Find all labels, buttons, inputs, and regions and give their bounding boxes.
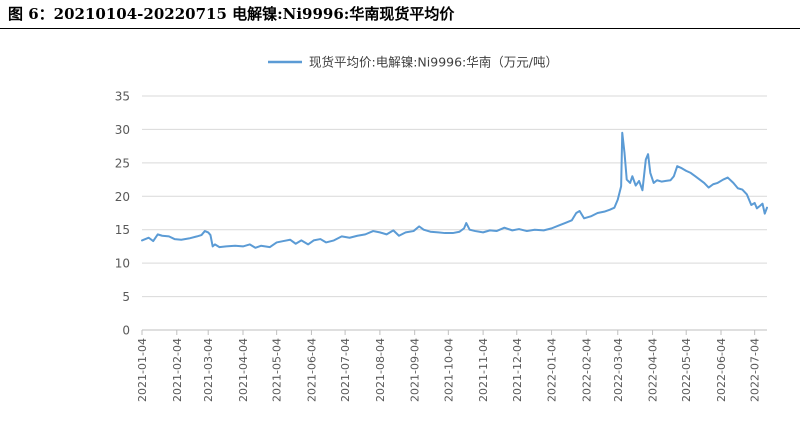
series-layer [141, 131, 768, 249]
series-line-0 [141, 131, 768, 249]
x-tick-label: 2021-03-04 [202, 338, 215, 402]
x-tick-label: 2021-04-04 [237, 338, 250, 402]
y-tick-label: 35 [115, 90, 130, 104]
legend: 现货平均价:电解镍:Ni9996:华南（万元/吨） [268, 55, 558, 70]
title-divider [0, 28, 800, 29]
x-tick-label: 2022-04-04 [647, 338, 660, 402]
x-tick-label: 2021-09-04 [409, 338, 422, 402]
x-tick-label: 2022-01-04 [546, 338, 559, 402]
x-tick-label: 2022-03-04 [612, 338, 625, 402]
x-tick-label: 2021-10-04 [442, 338, 455, 402]
x-tick-label: 2021-01-04 [136, 338, 149, 402]
x-axis: 2021-01-04 2021-02-04 2021-03-04 2021-04-04… [136, 329, 767, 402]
figure-title: 图 6：20210104-20220715 电解镍:Ni9996:华南现货平均价 [8, 5, 455, 23]
y-tick-label: 0 [122, 324, 130, 338]
x-tick-label: 2022-05-04 [680, 338, 693, 402]
x-tick-label: 2022-06-04 [715, 338, 728, 402]
y-tick-label: 15 [115, 223, 130, 237]
x-tick-label: 2021-08-04 [374, 338, 387, 402]
x-tick-label: 2021-11-04 [477, 338, 490, 402]
x-tick-label: 2021-02-04 [171, 338, 184, 402]
y-tick-label: 25 [115, 156, 130, 170]
horizontal-gridlines [142, 95, 767, 298]
x-tick-label: 2021-06-04 [305, 338, 318, 402]
x-tick-label: 2022-07-04 [749, 338, 762, 402]
x-tick-label: 2022-02-04 [580, 338, 593, 402]
y-tick-label: 30 [115, 123, 130, 137]
x-tick-label: 2021-07-04 [339, 338, 352, 402]
legend-series-label: 现货平均价:电解镍:Ni9996:华南（万元/吨） [309, 55, 558, 70]
x-tick-label: 2021-05-04 [271, 338, 284, 402]
y-tick-label: 10 [115, 257, 130, 271]
y-tick-label: 5 [122, 290, 130, 304]
x-tick-label: 2021-12-04 [511, 338, 524, 402]
y-axis: 0 5 10 15 20 25 30 35 [115, 90, 130, 338]
y-tick-label: 20 [115, 190, 130, 204]
